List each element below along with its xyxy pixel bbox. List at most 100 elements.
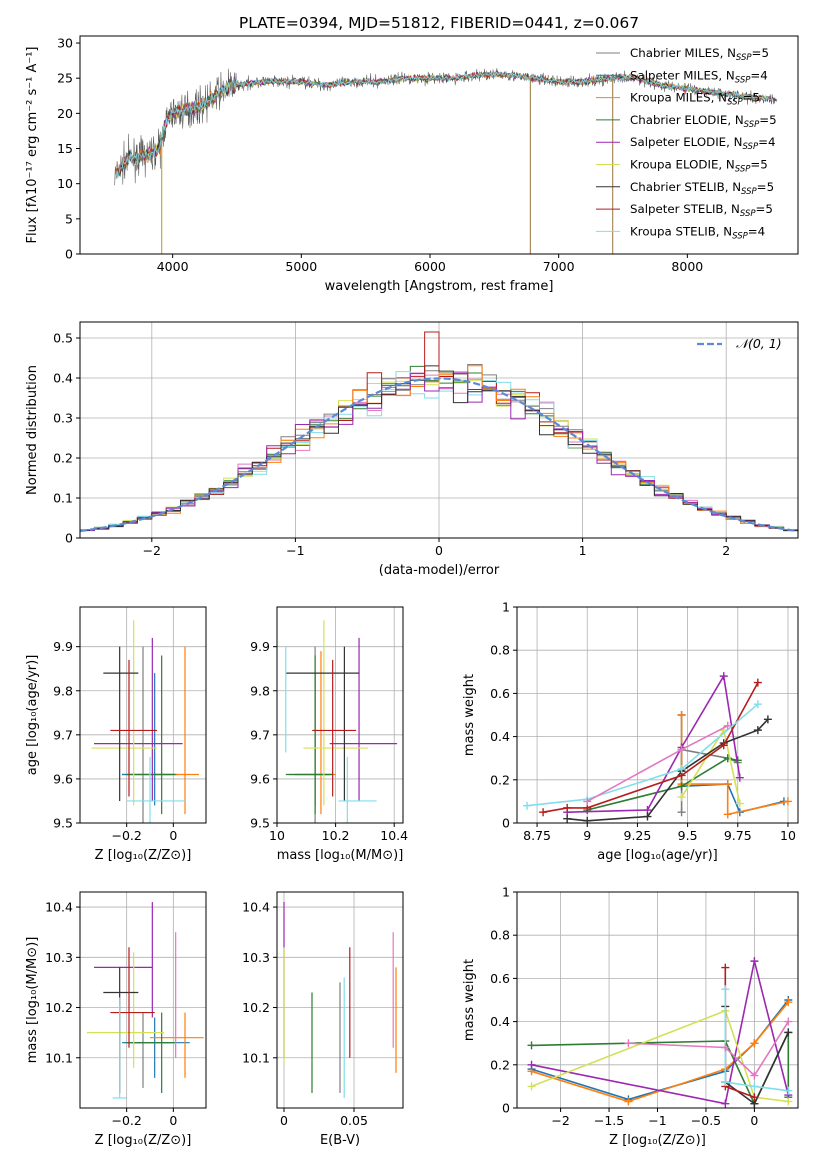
plus-marker bbox=[784, 1086, 793, 1095]
errorbar-point bbox=[329, 637, 398, 801]
x-tick-label: 5000 bbox=[285, 259, 317, 274]
plus-marker bbox=[527, 1041, 536, 1050]
plus-marker bbox=[539, 808, 548, 817]
plus-marker bbox=[677, 793, 686, 802]
plus-marker bbox=[723, 810, 732, 819]
y-tick-label: 0.8 bbox=[490, 928, 510, 943]
legend-model-name: Salpeter STELIB bbox=[630, 202, 724, 216]
y-tick-label: 0.4 bbox=[490, 729, 510, 744]
plus-marker bbox=[723, 721, 732, 730]
legend-n-subscript: SSP bbox=[735, 165, 751, 175]
x-tick-label: 10.4 bbox=[380, 828, 408, 843]
errorbar-point bbox=[297, 651, 336, 815]
legend-n-prefix: , N bbox=[711, 91, 727, 105]
spectrum-lines bbox=[114, 68, 778, 254]
plus-marker bbox=[677, 765, 686, 773]
legend-n-value: 4 bbox=[768, 135, 776, 149]
plus-marker bbox=[721, 1043, 730, 1052]
y-tick-label: 0 bbox=[502, 1101, 510, 1116]
series-path bbox=[542, 682, 759, 813]
x-tick-label: 0 bbox=[280, 1113, 288, 1128]
x-tick-label: −1 bbox=[648, 1113, 666, 1128]
y-tick-label: 0 bbox=[65, 531, 73, 546]
y-tick-label: 9.8 bbox=[53, 683, 73, 698]
plus-marker bbox=[624, 1097, 633, 1106]
x-tick-label: −2 bbox=[551, 1113, 569, 1128]
legend-n-prefix: , N bbox=[720, 46, 736, 60]
legend-n-value: 5 bbox=[760, 158, 768, 172]
legend-model-name: Kroupa STELIB bbox=[630, 224, 716, 238]
legend-n-value: 5 bbox=[769, 113, 777, 127]
weight-series bbox=[527, 957, 793, 1108]
legend-n-subscript: SSP bbox=[727, 98, 743, 108]
legend-n-prefix: , N bbox=[724, 202, 740, 216]
y-tick-label: 0 bbox=[502, 816, 510, 831]
legend-n-subscript: SSP bbox=[744, 120, 760, 130]
legend-label: Salpeter STELIB, NSSP=5 bbox=[630, 202, 773, 219]
legend-n-prefix: , N bbox=[725, 180, 741, 194]
plus-marker bbox=[721, 1078, 730, 1087]
y-tick-label: 0.6 bbox=[490, 686, 510, 701]
y-tick-label: 10.1 bbox=[242, 1050, 270, 1065]
series-path bbox=[531, 1001, 789, 1103]
y-tick-label: 0.8 bbox=[490, 643, 510, 658]
y-tick-label: 0.2 bbox=[490, 1057, 510, 1072]
plus-marker bbox=[677, 711, 686, 719]
plus-marker bbox=[750, 1082, 759, 1091]
errorbar-point bbox=[303, 620, 368, 806]
legend-n-equals: = bbox=[748, 224, 758, 238]
y-tick-label: 0.6 bbox=[490, 971, 510, 986]
y-tick-label: 30 bbox=[57, 36, 73, 51]
axes-frame bbox=[79, 891, 207, 1109]
y-axis-label: Flux [fλ10⁻¹⁷ erg cm⁻² s⁻¹ A⁻¹] bbox=[25, 47, 40, 244]
model-spectrum-line bbox=[115, 70, 771, 178]
axes-frame bbox=[516, 606, 799, 824]
y-tick-label: 9.5 bbox=[53, 816, 73, 831]
axes-frame bbox=[79, 35, 799, 255]
plus-marker bbox=[721, 1099, 730, 1108]
plus-marker bbox=[677, 782, 686, 791]
y-tick-label: 10.4 bbox=[45, 900, 73, 915]
series-path bbox=[587, 757, 738, 811]
x-tick-label: 4000 bbox=[157, 259, 189, 274]
legend-n-value: 5 bbox=[761, 46, 769, 60]
legend-n-prefix: , N bbox=[716, 224, 732, 238]
plus-marker bbox=[750, 1039, 759, 1048]
y-tick-label: 5 bbox=[65, 211, 73, 226]
legend-n-equals: = bbox=[759, 113, 769, 127]
plus-marker bbox=[719, 672, 728, 681]
errorbar-points bbox=[91, 620, 199, 823]
x-tick-label: −0.2 bbox=[111, 1113, 141, 1128]
errorbar-point bbox=[94, 902, 153, 1018]
plus-marker bbox=[527, 1060, 536, 1069]
plus-marker bbox=[677, 808, 686, 817]
series-path bbox=[586, 725, 729, 803]
errorbar-point bbox=[112, 997, 127, 1099]
legend-n-prefix: , N bbox=[727, 113, 743, 127]
histogram-peak-bin bbox=[424, 331, 440, 378]
legend-model-name: Kroupa MILES bbox=[630, 91, 711, 105]
weight-series bbox=[523, 672, 792, 823]
axes-frame bbox=[79, 606, 207, 824]
y-tick-label: 10.2 bbox=[45, 1000, 73, 1015]
plus-marker bbox=[784, 1028, 793, 1037]
legend-model-name: Chabrier STELIB bbox=[630, 180, 725, 194]
y-tick-label: 1 bbox=[502, 600, 510, 615]
x-tick-label: 6000 bbox=[414, 259, 446, 274]
weight-series-line bbox=[721, 985, 793, 1095]
histogram-series bbox=[80, 331, 798, 533]
y-tick-label: 10 bbox=[57, 176, 73, 191]
plus-marker bbox=[753, 678, 762, 687]
y-tick-label: 10.3 bbox=[45, 950, 73, 965]
legend-label: Kroupa ELODIE, NSSP=5 bbox=[630, 158, 768, 175]
plus-marker bbox=[784, 998, 793, 1007]
weight-series-line bbox=[624, 1017, 793, 1080]
weight-series-line bbox=[583, 721, 732, 806]
legend-n-subscript: SSP bbox=[736, 53, 752, 63]
axes-frame bbox=[276, 891, 404, 1109]
legend-label: Chabrier ELODIE, NSSP=5 bbox=[630, 113, 777, 130]
errorbar-point bbox=[338, 756, 377, 823]
x-tick-label: 10 bbox=[780, 828, 796, 843]
x-tick-label: 0 bbox=[435, 543, 443, 558]
y-tick-label: 10.2 bbox=[242, 1000, 270, 1015]
